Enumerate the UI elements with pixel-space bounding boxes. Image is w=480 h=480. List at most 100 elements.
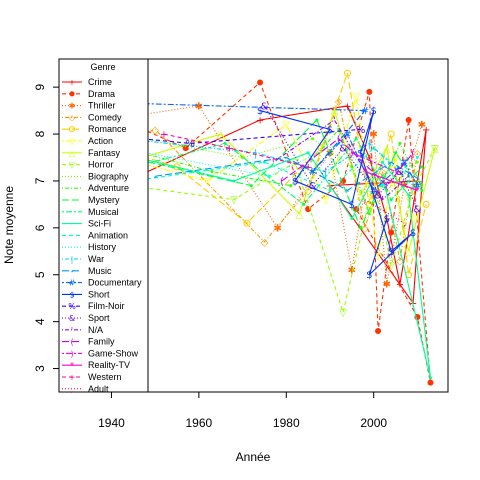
data-point: ▽ xyxy=(322,195,330,206)
data-point: ✱ xyxy=(326,148,334,159)
legend-marker xyxy=(69,91,75,97)
legend-marker: + xyxy=(69,373,76,382)
legend-marker: ◇ xyxy=(69,113,76,122)
legend-entries: + Crime Drama ✱ Thriller ◇ Comedy Romance ▽ Actio… xyxy=(62,77,142,394)
series-line-short xyxy=(259,110,414,276)
data-point: △ xyxy=(431,144,439,155)
legend-entry: Romance xyxy=(62,124,127,134)
legend-label: Crime xyxy=(88,77,112,87)
legend-marker: , xyxy=(71,385,74,394)
legend-entry: History xyxy=(62,242,117,252)
data-point xyxy=(350,216,354,220)
data-point: + xyxy=(343,101,351,112)
legend-marker: ( xyxy=(70,338,73,347)
legend-marker: # xyxy=(69,279,76,288)
data-point: + xyxy=(365,153,373,164)
legend-label: Reality-TV xyxy=(88,360,130,370)
data-point xyxy=(398,141,402,145)
legend-entry: △ Fantasy xyxy=(62,148,121,158)
data-point xyxy=(267,174,271,178)
data-point xyxy=(367,212,371,216)
data-point: ◇ xyxy=(335,97,343,108)
data-point: & xyxy=(374,191,382,202)
legend-entry: | War xyxy=(62,254,104,264)
data-point xyxy=(243,219,251,227)
data-point: ◇ xyxy=(379,167,387,178)
data-point: ▽ xyxy=(370,176,378,187)
data-point: ▽ xyxy=(409,186,417,197)
data-point: - xyxy=(389,158,393,169)
x-tick-label: 2000 xyxy=(360,416,387,430)
legend-entry: , Adult xyxy=(62,384,109,394)
data-point xyxy=(302,202,306,206)
data-point: ' xyxy=(381,195,384,206)
legend-label: Game-Show xyxy=(88,348,139,358)
data-point: # xyxy=(370,186,378,197)
data-point: $ xyxy=(357,148,363,159)
legend-label: Fantasy xyxy=(88,148,121,158)
data-point xyxy=(387,130,395,138)
data-point: △ xyxy=(357,191,365,202)
data-point: ◇ xyxy=(414,148,422,159)
y-tick-label: 3 xyxy=(33,365,47,372)
series-line-comedy xyxy=(80,99,418,261)
data-point: | xyxy=(324,167,327,178)
data-point: ◇ xyxy=(304,186,312,197)
legend-label: Sci-Fi xyxy=(88,219,111,229)
data-point: ' xyxy=(333,115,336,126)
series-line-war xyxy=(124,138,414,187)
legend-title: Genre xyxy=(90,62,115,72)
legend-label: Adventure xyxy=(88,183,129,193)
data-point xyxy=(249,184,253,188)
legend-marker: ▽ xyxy=(69,161,76,170)
series-line-horror xyxy=(93,147,436,315)
legend-label: Musical xyxy=(88,207,119,217)
data-point: $ xyxy=(410,228,416,239)
data-point xyxy=(289,184,293,188)
data-point: - xyxy=(420,176,424,187)
data-point: - xyxy=(153,172,157,183)
x-tick-label: 1980 xyxy=(273,416,300,430)
data-point: ◇ xyxy=(361,223,369,234)
series-line-n-a xyxy=(272,119,410,201)
legend-marker: ) xyxy=(70,349,73,358)
legend-entry: ▽ Action xyxy=(62,136,113,146)
data-point: | xyxy=(411,181,414,192)
legend-entry: - Music xyxy=(62,266,112,276)
series-line-sci-fi xyxy=(98,147,432,379)
data-point xyxy=(366,88,373,95)
series-line-reality-tv xyxy=(364,171,418,191)
legend-marker: % xyxy=(68,302,76,311)
data-point: △ xyxy=(217,130,225,141)
series-layer: +++++++++++✱✱✱✱✱✱✱✱✱◇◇◇◇◇◇◇◇◇▽▽▽▽▽▽▽▽△△△… xyxy=(64,69,439,386)
x-axis-title: Année xyxy=(236,450,271,464)
data-point: △ xyxy=(296,209,304,220)
data-point: △ xyxy=(331,106,339,117)
data-point: ' xyxy=(407,172,410,183)
data-point xyxy=(380,184,384,188)
legend-label: History xyxy=(88,242,117,252)
legend-label: Animation xyxy=(88,230,128,240)
x-tick-label: 1960 xyxy=(186,416,213,430)
data-point: ) xyxy=(350,148,354,159)
legend-label: War xyxy=(88,254,104,264)
data-point xyxy=(420,165,424,169)
legend-entry: + Western xyxy=(62,372,121,382)
legend-marker xyxy=(68,126,76,133)
series-line-film-noir xyxy=(141,128,361,144)
data-point xyxy=(262,160,266,164)
data-point: ✱ xyxy=(273,223,281,234)
series-line-music xyxy=(155,156,423,191)
data-point xyxy=(420,188,424,192)
data-point: $ xyxy=(366,270,372,281)
data-point: ▽ xyxy=(392,153,400,164)
data-point: $ xyxy=(327,125,333,136)
data-point xyxy=(405,116,412,123)
series-line-thriller xyxy=(76,105,423,285)
data-point: ◇ xyxy=(261,237,269,248)
data-point xyxy=(415,155,419,159)
data-point: * xyxy=(415,186,420,197)
series-line-romance xyxy=(85,72,427,275)
data-point: ▽ xyxy=(374,251,382,262)
data-point: - xyxy=(346,186,350,197)
